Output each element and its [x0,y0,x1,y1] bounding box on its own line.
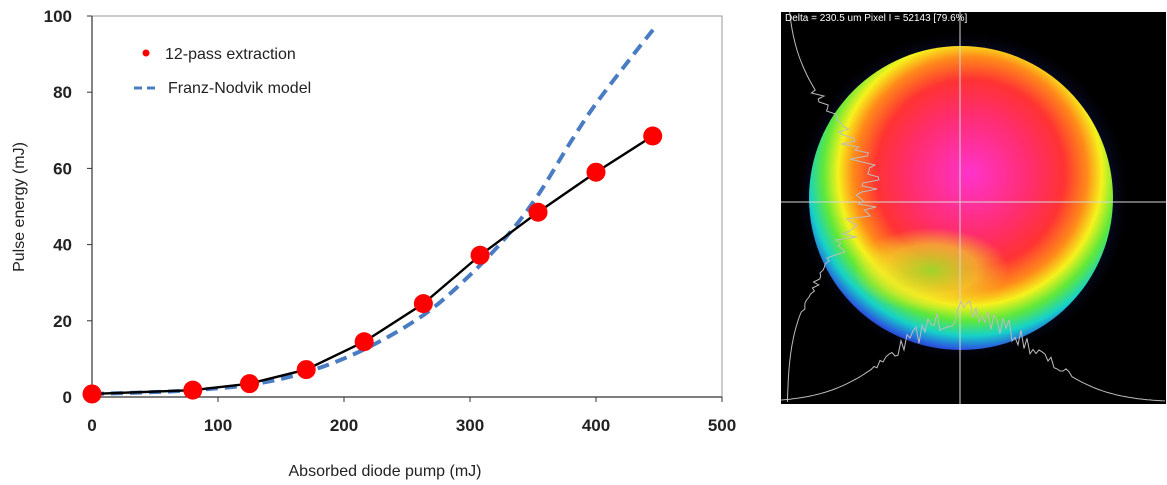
data-point-12-pass-extraction [82,384,102,404]
horizontal-intensity-profile [781,300,1166,402]
chart-series [82,24,663,404]
legend-label-12-pass-extraction: 12-pass extraction [165,46,296,63]
x-tick-label: 400 [582,416,610,435]
data-point-12-pass-extraction [413,294,433,314]
y-tick-label: 0 [63,388,72,407]
y-tick-label: 40 [53,236,72,255]
beam-profile-graphic [781,12,1166,404]
data-point-12-pass-extraction [354,332,374,352]
y-axis-title: Pulse energy (mJ) [11,142,28,272]
plot-frame [91,15,723,398]
x-axis-title: Absorbed diode pump (mJ) [289,463,482,480]
data-point-12-pass-extraction [643,126,663,146]
y-tick-label: 20 [53,312,72,331]
y-tick-label: 60 [53,159,72,178]
data-point-12-pass-extraction [528,202,548,222]
x-tick-label: 300 [456,416,484,435]
vertical-intensity-profile [787,12,880,402]
pulse-energy-chart: 0 100 200 300 400 500 0 20 40 60 80 100 12-pass ext… [11,7,737,480]
beam-readout-text: Delta = 230.5 um Pixel I = 52143 [79.6%] [785,13,968,24]
beam-lower-region [853,228,1009,312]
data-point-12-pass-extraction [586,162,606,182]
data-point-12-pass-extraction [470,245,490,265]
data-point-12-pass-extraction [183,380,203,400]
series-line-12-pass-extraction [91,135,654,396]
y-tick-label: 100 [44,7,72,26]
data-point-12-pass-extraction [296,360,316,380]
data-point-12-pass-extraction [240,374,259,394]
chart-legend: 12-pass extraction Franz-Nodvik model [134,46,311,97]
legend-marker-12-pass-extraction [142,49,150,57]
x-tick-label: 500 [708,416,736,435]
chart-axes: 0 100 200 300 400 500 0 20 40 60 80 100 [44,7,737,435]
legend-label-franz-nodvik-model: Franz-Nodvik model [168,80,311,97]
beam-profile-image: Delta = 230.5 um Pixel I = 52143 [79.6%] [781,12,1166,404]
y-tick-label: 80 [53,83,72,102]
x-tick-label: 100 [204,416,232,435]
x-tick-label: 0 [87,416,96,435]
x-tick-label: 200 [330,416,358,435]
